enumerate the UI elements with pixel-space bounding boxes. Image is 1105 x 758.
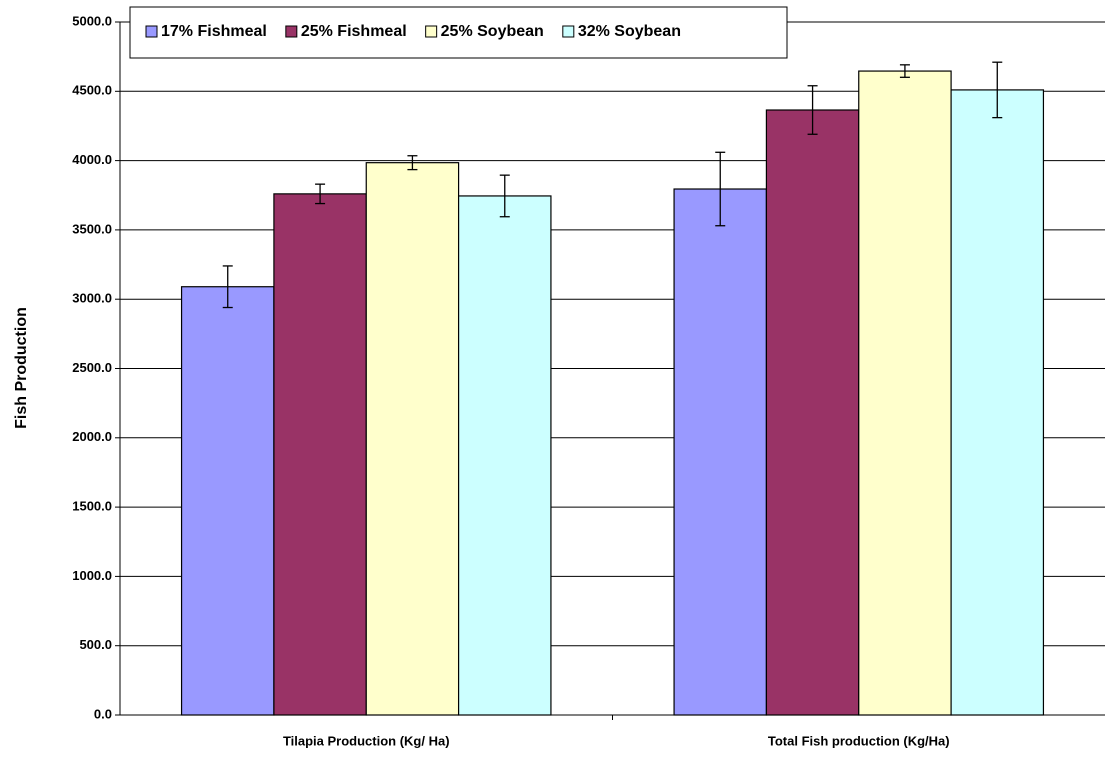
x-tick-label: Tilapia Production (Kg/ Ha) (283, 733, 450, 748)
y-tick-label: 4000.0 (72, 152, 112, 167)
y-tick-label: 2500.0 (72, 360, 112, 375)
error-bar (992, 61, 1003, 119)
x-tick-label: Total Fish production (Kg/Ha) (768, 733, 950, 748)
y-tick-label: 500.0 (79, 637, 112, 652)
bar (950, 89, 1045, 716)
bar (180, 286, 275, 716)
legend-label: 25% Fishmeal (301, 23, 407, 40)
y-tick-label: 5000.0 (72, 13, 112, 28)
bar (765, 109, 860, 716)
bar (273, 193, 367, 716)
legend-swatch (145, 25, 158, 38)
error-bar (315, 183, 326, 205)
bar (457, 195, 552, 716)
error-bar (222, 265, 233, 309)
y-axis-label: Fish Production (13, 307, 30, 429)
legend-label: 25% Soybean (441, 23, 544, 40)
y-tick-label: 1500.0 (72, 499, 112, 514)
bar (673, 188, 768, 716)
y-tick-label: 3000.0 (72, 291, 112, 306)
y-tick-label: 0.0 (94, 706, 112, 721)
error-bar (407, 155, 418, 171)
legend-label: 32% Soybean (578, 23, 681, 40)
error-bar (715, 151, 726, 227)
y-tick-label: 2000.0 (72, 429, 112, 444)
y-tick-label: 4500.0 (72, 83, 112, 98)
legend-label: 17% Fishmeal (161, 23, 267, 40)
error-bar (899, 64, 910, 78)
error-bar (499, 174, 510, 218)
error-bar (807, 85, 818, 135)
y-tick-label: 3500.0 (72, 221, 112, 236)
bar (365, 162, 460, 716)
y-tick-label: 1000.0 (72, 568, 112, 583)
legend-swatch (285, 25, 298, 38)
legend-swatch (425, 25, 438, 38)
legend-swatch (562, 25, 575, 38)
bar (858, 70, 952, 716)
legend (129, 6, 788, 59)
